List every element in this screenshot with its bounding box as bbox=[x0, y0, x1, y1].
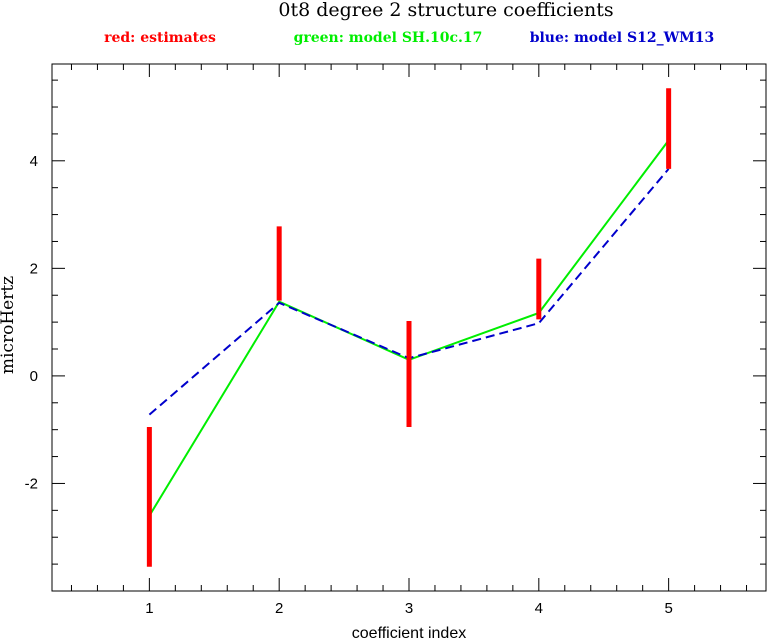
legend-estimates: red: estimates bbox=[104, 30, 216, 46]
x-tick-label: 2 bbox=[275, 600, 283, 617]
y-tick-label: 2 bbox=[30, 260, 38, 277]
x-axis-title: coefficient index bbox=[352, 625, 466, 641]
x-tick-label: 4 bbox=[535, 600, 543, 617]
chart-title: 0t8 degree 2 structure coefficients bbox=[278, 0, 613, 21]
y-tick-label: 4 bbox=[30, 153, 38, 170]
x-tick-label: 3 bbox=[405, 600, 413, 617]
y-axis-title: microHertz bbox=[0, 276, 18, 374]
x-tick-label: 5 bbox=[664, 600, 672, 617]
legend-model-s12wm13: blue: model S12_WM13 bbox=[530, 30, 715, 46]
y-tick-label: 0 bbox=[30, 368, 38, 385]
x-tick-label: 1 bbox=[145, 600, 153, 617]
legend-model-sh10c17: green: model SH.10c.17 bbox=[294, 30, 483, 46]
y-tick-label: -2 bbox=[25, 475, 38, 492]
